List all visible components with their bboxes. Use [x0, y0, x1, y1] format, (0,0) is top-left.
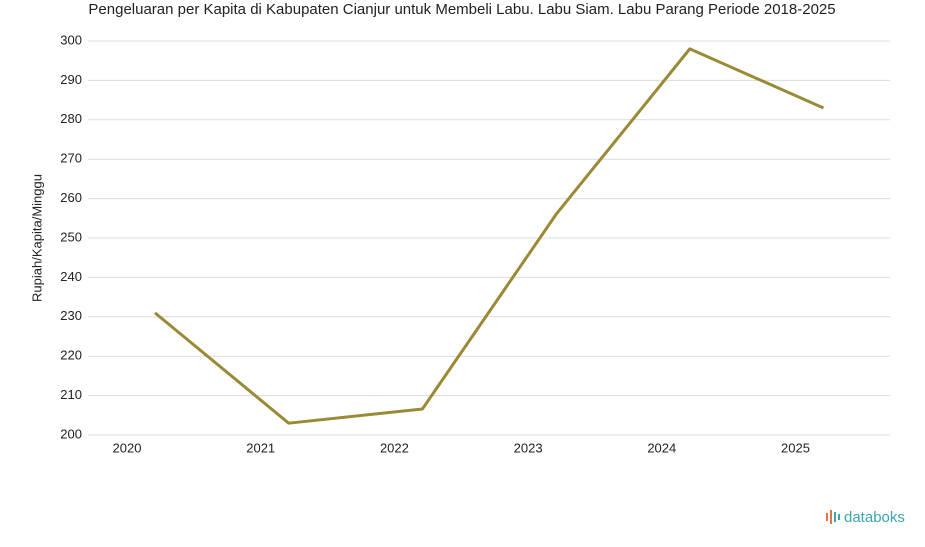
line — [154, 47, 825, 425]
y-tick-label: 240 — [60, 269, 82, 284]
brand: databoks — [844, 509, 905, 526]
y-tick-label: 210 — [60, 387, 82, 402]
y-tick-label: 250 — [60, 229, 82, 244]
y-tick-label: 220 — [60, 348, 82, 363]
y-tick-label: 230 — [60, 308, 82, 323]
y-tick-label: 200 — [60, 426, 82, 441]
y-tick-label: 270 — [60, 151, 82, 166]
logo: databoks — [826, 509, 905, 526]
y-tick-label: 260 — [60, 190, 82, 205]
y-tick-label: 280 — [60, 111, 82, 126]
x-tick-label: 2025 — [781, 440, 810, 455]
chart-title: Pengeluaran per Kapita di Kabupaten Cian… — [88, 1, 835, 18]
y-axis-label: Rupiah/Kapita/Minggu — [29, 174, 44, 302]
x-tick-label: 2021 — [246, 440, 275, 455]
y-tick-label: 300 — [60, 32, 82, 47]
x-tick-label: 2024 — [647, 440, 676, 455]
x-tick-label: 2020 — [113, 440, 142, 455]
x-tick-label: 2022 — [380, 440, 409, 455]
y-tick-label: 290 — [60, 72, 82, 87]
x-tick-label: 2023 — [514, 440, 543, 455]
